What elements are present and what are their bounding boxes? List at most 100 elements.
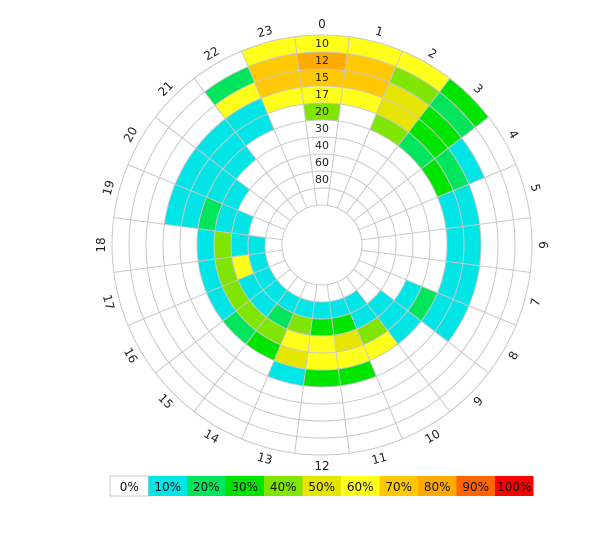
ring-label: 20 <box>315 105 329 118</box>
grid-spoke <box>353 268 489 374</box>
cell-ring4-hour12 <box>303 368 341 387</box>
cell-ring6-hour11 <box>333 329 364 353</box>
cell-ring5-hour9 <box>387 310 422 345</box>
cell-ring3-hour21 <box>195 118 236 159</box>
legend-swatch <box>456 476 495 496</box>
grid-spoke <box>345 276 451 412</box>
hour-label: 5 <box>528 182 544 193</box>
cell-ring7-hour13 <box>287 313 313 336</box>
grid-ring <box>247 170 397 320</box>
legend-swatch <box>302 476 341 496</box>
cell-ring4-hour20 <box>190 158 223 198</box>
cell-ring1-hour1 <box>344 53 396 83</box>
hour-label: 9 <box>471 394 486 409</box>
cell-ring4-hour0 <box>303 102 341 122</box>
hour-label: 19 <box>100 179 117 197</box>
legend-swatch <box>341 476 380 496</box>
cell-ring6-hour20 <box>222 179 250 211</box>
grid-spoke <box>326 284 350 454</box>
cell-ring1-hour3 <box>429 91 476 138</box>
hour-label: 4 <box>505 128 521 142</box>
grid-spoke <box>361 217 531 241</box>
cell-ring7-hour11 <box>331 313 357 336</box>
grid-ring <box>213 136 431 354</box>
grid-ring <box>281 204 363 286</box>
heatmap-cells <box>164 35 489 387</box>
cell-ring0-hour3 <box>439 78 489 128</box>
cell-ring7-hour10 <box>350 303 378 330</box>
hour-label: 23 <box>256 23 274 40</box>
cell-ring7-hour19 <box>231 210 254 236</box>
grid-ring <box>179 102 465 388</box>
cell-ring1-hour23 <box>248 53 300 83</box>
hour-label: 1 <box>374 24 385 40</box>
grid-spoke <box>155 116 291 222</box>
cell-ring2-hour0 <box>299 69 345 88</box>
grid-ring <box>128 51 516 439</box>
hour-label: 17 <box>100 293 117 311</box>
ring-label: 10 <box>315 37 329 50</box>
hour-label: 0 <box>318 17 326 31</box>
cell-ring4-hour21 <box>209 132 246 169</box>
cell-ring5-hour15 <box>222 310 257 345</box>
cell-ring3-hour0 <box>301 86 343 105</box>
legend-label: 80% <box>424 480 451 494</box>
legend-swatch <box>418 476 457 496</box>
cell-ring8-hour13 <box>293 297 315 319</box>
cell-ring4-hour22 <box>235 113 275 146</box>
cell-ring6-hour14 <box>256 317 288 345</box>
cell-ring5-hour14 <box>245 330 281 361</box>
cell-ring0-hour1 <box>347 36 403 67</box>
legend-swatch <box>148 476 187 496</box>
hour-label: 22 <box>201 44 221 64</box>
grid-spoke <box>345 78 451 214</box>
grid-ring <box>196 119 448 371</box>
cell-ring1-hour2 <box>389 66 440 106</box>
cell-ring7-hour15 <box>249 290 277 318</box>
cell-ring8-hour18 <box>248 235 266 255</box>
hour-label: 8 <box>505 349 521 363</box>
hour-label: 10 <box>422 427 442 447</box>
legend-swatch <box>225 476 264 496</box>
cell-ring7-hour9 <box>367 290 395 318</box>
hour-label: 13 <box>256 450 274 467</box>
ring-labels: 10 12 15 17 20 30 40 60 80 <box>315 37 329 186</box>
hour-label: 21 <box>155 78 176 99</box>
grid-spoke <box>155 268 291 374</box>
cell-ring0-hour23 <box>241 36 297 67</box>
cell-ring6-hour8 <box>394 279 422 311</box>
hour-label: 16 <box>121 345 141 365</box>
grid-ring <box>145 68 499 422</box>
cell-ring1-hour0 <box>296 52 348 71</box>
grid-ring <box>162 85 482 405</box>
ring-label: 40 <box>315 139 329 152</box>
cell-ring8-hour17 <box>248 252 270 274</box>
cell-ring6-hour9 <box>377 300 408 331</box>
cell-ring4-hour4 <box>421 158 454 198</box>
grid-spoke <box>353 116 489 222</box>
cell-ring6-hour17 <box>214 256 238 287</box>
cell-ring4-hour6 <box>445 226 464 264</box>
grid-ring <box>230 153 414 337</box>
cell-ring2-hour4 <box>448 137 485 185</box>
hour-label: 12 <box>314 459 329 473</box>
hour-label: 20 <box>121 124 141 144</box>
hour-label: 14 <box>201 427 221 447</box>
legend-swatch <box>495 476 534 496</box>
ring-label: 60 <box>315 156 329 169</box>
grid-ring <box>264 187 380 303</box>
cell-ring7-hour12 <box>310 318 334 336</box>
hour-label: 6 <box>536 241 550 249</box>
legend-label: 40% <box>270 480 297 494</box>
legend-label: 60% <box>347 480 374 494</box>
cell-ring3-hour23 <box>261 87 304 114</box>
legend-swatch <box>187 476 226 496</box>
legend-label: 0% <box>120 480 139 494</box>
cell-ring3-hour2 <box>376 98 419 133</box>
polar-grid <box>111 34 533 456</box>
hour-label: 7 <box>528 297 544 308</box>
grid-spoke <box>358 259 517 326</box>
hour-label: 15 <box>155 391 176 412</box>
